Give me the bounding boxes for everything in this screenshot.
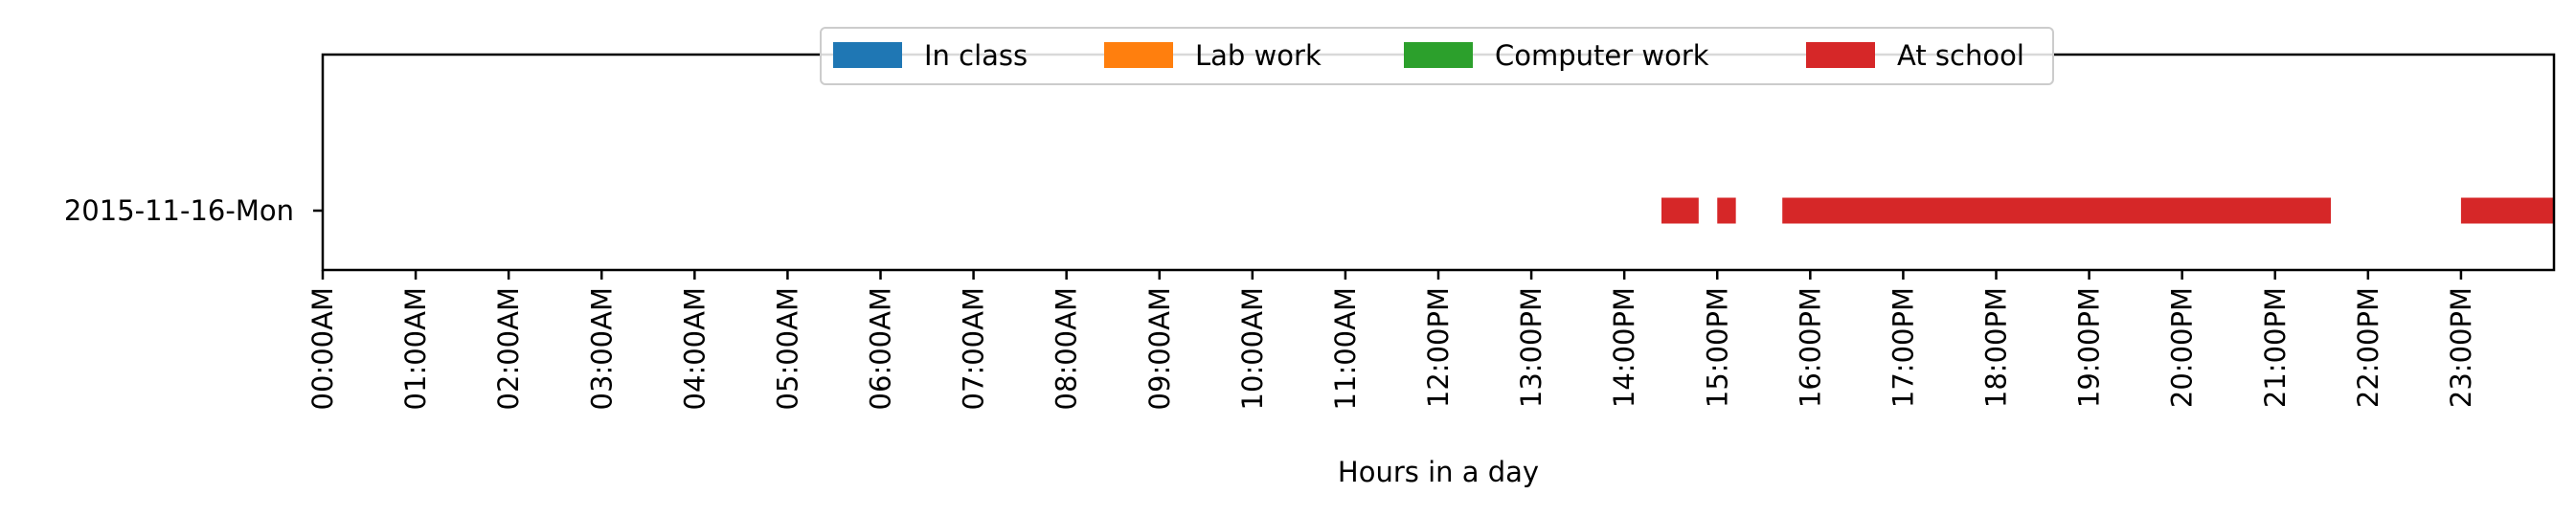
x-tick-label: 03:00AM — [585, 287, 618, 410]
legend-label: At school — [1897, 39, 2024, 72]
x-tick-label: 15:00PM — [1701, 287, 1733, 408]
legend-label: Computer work — [1495, 39, 1709, 72]
legend-item-lab-work: Lab work — [1104, 39, 1322, 72]
x-tick-label: 19:00PM — [2073, 287, 2106, 408]
x-tick-label: 20:00PM — [2166, 287, 2199, 408]
x-axis: 00:00AM 01:00AM 02:00AM 03:00AM 04:00AM 05:00… — [306, 270, 2477, 410]
x-tick-label: 13:00PM — [1515, 287, 1548, 408]
x-tick-label: 06:00AM — [865, 287, 897, 410]
x-tick-label: 02:00AM — [492, 287, 525, 410]
x-axis-label: Hours in a day — [1338, 456, 1539, 488]
x-tick-label: 12:00PM — [1422, 287, 1455, 408]
x-tick-label: 18:00PM — [1980, 287, 2013, 408]
x-tick-label: 05:00AM — [771, 287, 803, 410]
x-tick-label: 04:00AM — [678, 287, 711, 410]
bar-at-school-0 — [1661, 197, 1699, 224]
legend-swatch — [1104, 42, 1173, 68]
y-axis: 2015-11-16-Mon — [64, 194, 323, 227]
x-tick-label: 23:00PM — [2445, 287, 2477, 408]
bar-at-school-3 — [2460, 197, 2554, 224]
x-tick-label: 08:00AM — [1051, 287, 1083, 410]
legend-item-at-school: At school — [1806, 39, 2024, 72]
legend-swatch — [1404, 42, 1473, 68]
x-tick-label: 01:00AM — [399, 287, 432, 410]
x-tick-label: 00:00AM — [306, 287, 339, 410]
y-tick-label: 2015-11-16-Mon — [64, 194, 294, 227]
plot-frame — [321, 53, 2556, 272]
legend-label: Lab work — [1195, 39, 1322, 72]
legend-label: In class — [924, 39, 1028, 72]
x-tick-label: 10:00AM — [1236, 287, 1269, 410]
x-tick-label: 14:00PM — [1608, 287, 1640, 408]
x-tick-label: 21:00PM — [2259, 287, 2292, 408]
legend: In class Lab work Computer work At school — [820, 27, 2054, 85]
x-tick-label: 16:00PM — [1794, 287, 1826, 408]
legend-swatch — [1806, 42, 1875, 68]
x-tick-label: 09:00AM — [1143, 287, 1176, 410]
x-tick-label: 17:00PM — [1887, 287, 1919, 408]
bar-at-school-2 — [1782, 197, 2331, 224]
legend-swatch — [833, 42, 902, 68]
x-tick-label: 11:00AM — [1329, 287, 1362, 410]
bars-layer — [1661, 197, 2554, 224]
x-tick-label: 07:00AM — [958, 287, 990, 410]
x-tick-label: 22:00PM — [2352, 287, 2384, 408]
legend-item-in-class: In class — [833, 39, 1028, 72]
bar-at-school-1 — [1717, 197, 1736, 224]
legend-item-computer-work: Computer work — [1404, 39, 1709, 72]
